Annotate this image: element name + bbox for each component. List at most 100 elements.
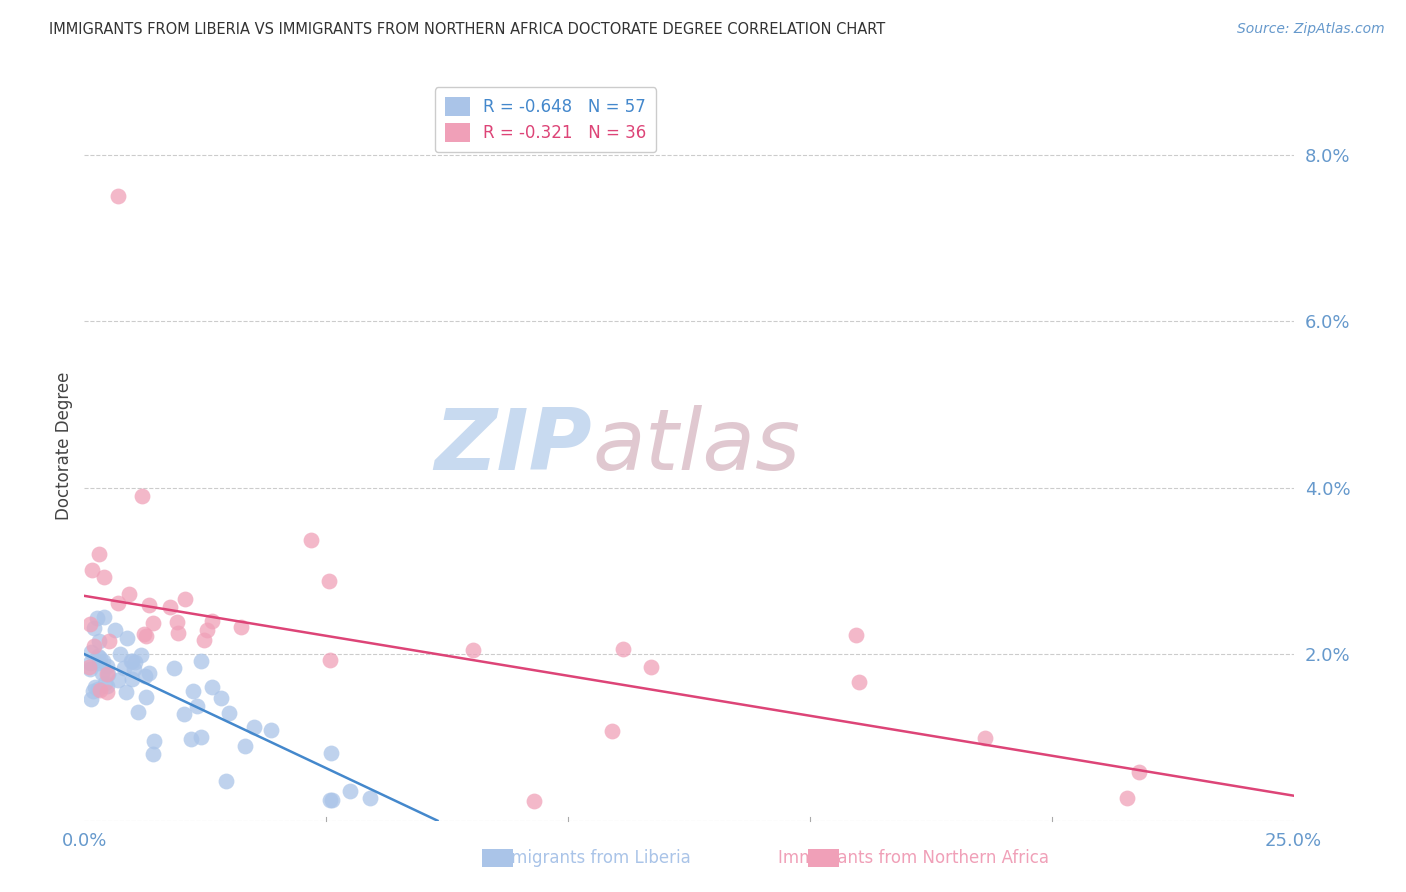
- Point: [87, 547, 110, 561]
- Point: [96, 685, 118, 699]
- Point: [321, 793, 343, 807]
- Point: [141, 616, 163, 631]
- Point: [83, 639, 105, 653]
- Point: [108, 647, 131, 661]
- Point: [107, 189, 129, 203]
- Point: [193, 632, 215, 647]
- Text: atlas: atlas: [592, 404, 800, 488]
- Point: [845, 628, 868, 642]
- Point: [159, 600, 181, 615]
- Point: [87, 633, 110, 648]
- Point: [1115, 791, 1137, 805]
- Point: [91, 654, 114, 668]
- Point: [79, 691, 101, 706]
- Point: [96, 658, 118, 673]
- Text: ZIP: ZIP: [434, 404, 592, 488]
- Point: [141, 747, 163, 761]
- Point: [96, 667, 118, 681]
- Point: [121, 654, 143, 668]
- Point: [124, 656, 146, 670]
- Point: [640, 660, 662, 674]
- Point: [87, 657, 110, 671]
- Point: [143, 734, 166, 748]
- Point: [1128, 765, 1150, 780]
- Point: [195, 624, 218, 638]
- Point: [97, 634, 120, 648]
- Point: [79, 659, 101, 673]
- Point: [209, 691, 232, 706]
- Point: [201, 615, 224, 629]
- Point: [318, 653, 340, 667]
- Point: [82, 564, 104, 578]
- Point: [104, 624, 127, 638]
- Point: [612, 641, 634, 656]
- Point: [201, 680, 224, 694]
- Point: [339, 784, 361, 798]
- Point: [127, 705, 149, 719]
- Point: [83, 680, 105, 694]
- Point: [243, 720, 266, 734]
- Point: [87, 682, 110, 697]
- Point: [122, 662, 145, 676]
- Point: [89, 683, 111, 698]
- Point: [319, 793, 342, 807]
- Point: [107, 673, 129, 687]
- Point: [190, 730, 212, 744]
- Point: [135, 629, 157, 643]
- Point: [135, 690, 157, 704]
- Point: [138, 666, 160, 681]
- Point: [321, 746, 343, 760]
- Point: [79, 645, 101, 659]
- Point: [173, 706, 195, 721]
- Point: [190, 654, 212, 668]
- Point: [107, 596, 129, 610]
- Point: [97, 667, 120, 681]
- Legend: R = -0.648   N = 57, R = -0.321   N = 36: R = -0.648 N = 57, R = -0.321 N = 36: [434, 87, 657, 153]
- Point: [118, 587, 141, 601]
- Point: [115, 631, 138, 645]
- Point: [89, 650, 111, 665]
- Point: [93, 675, 115, 690]
- Point: [86, 649, 108, 664]
- Point: [461, 643, 484, 657]
- Point: [79, 616, 101, 631]
- Point: [180, 732, 202, 747]
- Point: [167, 626, 190, 640]
- Point: [86, 611, 108, 625]
- Point: [96, 679, 118, 693]
- Point: [129, 648, 152, 662]
- Point: [91, 665, 114, 680]
- Point: [138, 598, 160, 612]
- Point: [215, 774, 238, 789]
- Point: [166, 615, 188, 629]
- Point: [131, 489, 153, 503]
- Point: [120, 654, 142, 668]
- Point: [83, 621, 105, 635]
- Point: [93, 570, 115, 584]
- Point: [79, 657, 101, 671]
- Point: [848, 675, 870, 690]
- Point: [82, 683, 104, 698]
- Point: [523, 794, 546, 808]
- Text: Immigrants from Liberia: Immigrants from Liberia: [491, 849, 690, 867]
- Point: [974, 731, 997, 745]
- Point: [259, 723, 281, 737]
- Text: Source: ZipAtlas.com: Source: ZipAtlas.com: [1237, 22, 1385, 37]
- Point: [79, 662, 101, 676]
- Point: [359, 790, 381, 805]
- Point: [181, 684, 204, 698]
- Point: [134, 669, 156, 683]
- Point: [115, 685, 138, 699]
- Point: [318, 574, 340, 588]
- Text: IMMIGRANTS FROM LIBERIA VS IMMIGRANTS FROM NORTHERN AFRICA DOCTORATE DEGREE CORR: IMMIGRANTS FROM LIBERIA VS IMMIGRANTS FR…: [49, 22, 886, 37]
- Point: [602, 723, 624, 738]
- Point: [112, 660, 135, 674]
- Point: [174, 592, 197, 607]
- Point: [163, 661, 186, 675]
- Point: [121, 673, 143, 687]
- Text: Immigrants from Northern Africa: Immigrants from Northern Africa: [779, 849, 1049, 867]
- Point: [132, 627, 155, 641]
- Point: [299, 533, 322, 547]
- Point: [233, 739, 256, 754]
- Y-axis label: Doctorate Degree: Doctorate Degree: [55, 372, 73, 520]
